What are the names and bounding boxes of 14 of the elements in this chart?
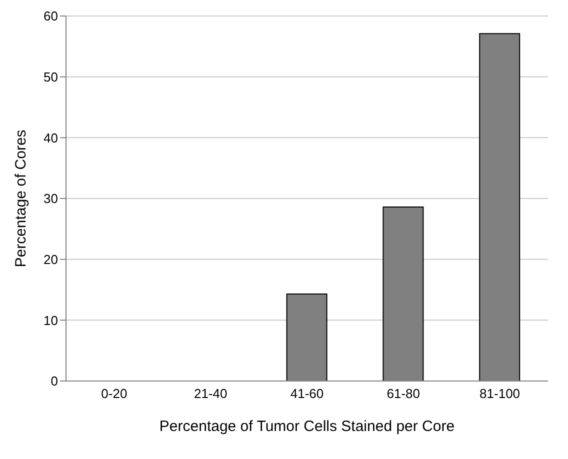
y-tick-label: 40	[44, 130, 58, 146]
x-tick-label: 41-60	[290, 386, 324, 402]
y-tick-label: 20	[44, 252, 58, 267]
x-tick-label: 21-40	[194, 386, 228, 402]
y-tick-label: 60	[44, 8, 58, 24]
y-tick-label: 10	[44, 312, 58, 328]
x-tick-label: 61-80	[386, 386, 420, 402]
y-tick-label: 30	[44, 191, 58, 206]
y-tick-label: 0	[50, 374, 58, 389]
y-axis-title: Percentage of Cores	[12, 130, 30, 268]
x-axis-title: Percentage of Tumor Cells Stained per Core	[159, 418, 455, 435]
y-tick-label: 50	[44, 69, 58, 84]
x-tick-label: 81-100	[480, 386, 520, 402]
x-tick-label: 0-20	[101, 386, 128, 402]
